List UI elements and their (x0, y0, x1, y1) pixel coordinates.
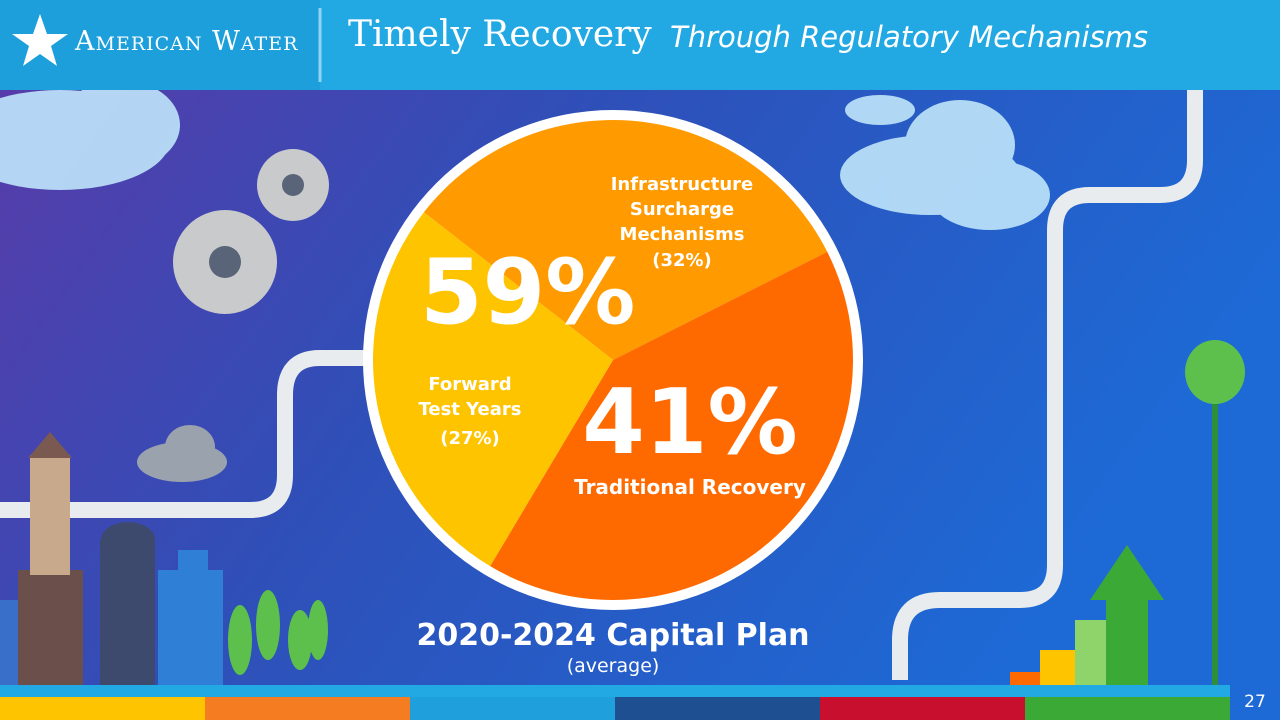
annotation: 59% (420, 240, 636, 345)
value-label: 41% (582, 370, 798, 475)
page-number: 27 (1244, 692, 1266, 712)
pie-slice (423, 120, 828, 360)
pie-slice (372, 212, 613, 567)
slice-label: Infrastructure Surcharge Mechanisms (610, 174, 754, 245)
value-label: (27%) (440, 428, 500, 449)
pie-slice (490, 251, 854, 601)
slide-subtitle: Through Regulatory Mechanisms (670, 20, 1149, 54)
slice-label: Traditional Recovery (574, 475, 806, 499)
slide-title: Timely Recovery (348, 14, 652, 55)
chart-title: 2020-2024 Capital Plan (416, 618, 810, 653)
value-label: (32%) (652, 250, 712, 271)
logo-text: American Water (75, 26, 299, 57)
slice-label: Forward Test Years (418, 374, 522, 420)
chart-subtitle: (average) (566, 655, 660, 677)
